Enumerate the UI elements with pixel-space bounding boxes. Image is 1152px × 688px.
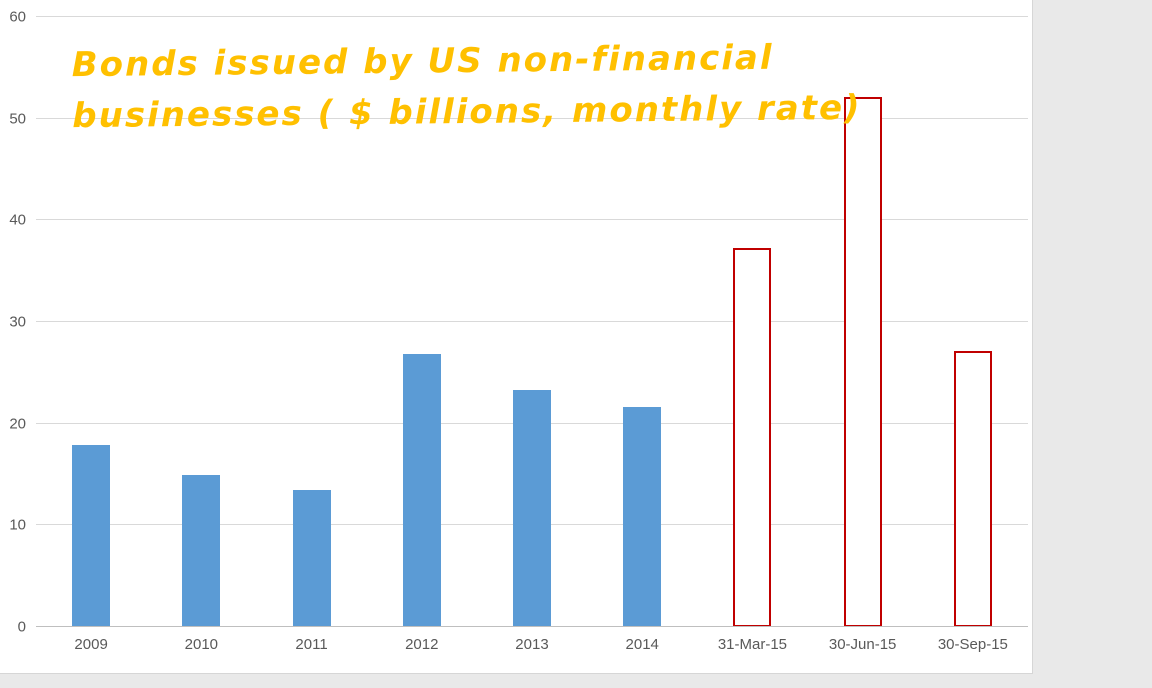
bar-2014[interactable] xyxy=(623,407,662,627)
x-axis-label: 30-Sep-15 xyxy=(937,636,1008,653)
x-axis-label: 2014 xyxy=(625,636,659,653)
y-tick-label: 40 xyxy=(9,211,26,229)
x-axis-label: 2012 xyxy=(405,636,439,653)
bar-2011[interactable] xyxy=(292,489,331,627)
bar-30-Jun-15[interactable] xyxy=(843,97,882,627)
bar-2010[interactable] xyxy=(182,474,221,627)
bar-slot xyxy=(256,17,366,627)
x-axis-label: 2011 xyxy=(295,636,328,653)
gridline xyxy=(36,321,1028,322)
x-axis-label: 30-Jun-15 xyxy=(828,636,897,653)
bar-slot xyxy=(477,17,587,627)
bar-31-Mar-15[interactable] xyxy=(733,247,772,627)
bar-slot xyxy=(146,17,256,627)
bar-2012[interactable] xyxy=(402,353,441,627)
bar-slot xyxy=(918,17,1028,627)
x-axis-label: 2010 xyxy=(184,636,219,653)
plot-area xyxy=(36,16,1028,627)
bar-slot xyxy=(697,17,807,627)
y-tick-label: 10 xyxy=(9,516,26,534)
y-axis: 0 10 20 30 40 50 60 xyxy=(0,10,30,635)
bar-slot xyxy=(808,17,918,627)
bar-2009[interactable] xyxy=(72,445,111,627)
bar-slot xyxy=(367,17,477,627)
bar-slot xyxy=(587,17,697,627)
gridline xyxy=(36,16,1028,17)
x-axis: 2009 2010 2011 2012 2013 2014 31-Mar-15 30-Jun-… xyxy=(36,636,1028,653)
x-axis-line xyxy=(36,626,1028,627)
y-tick-label: 0 xyxy=(17,618,26,636)
x-axis-label: 2013 xyxy=(515,636,549,653)
bars-layer xyxy=(36,17,1028,627)
x-axis-label: 2009 xyxy=(74,636,108,653)
bar-30-Sep-15[interactable] xyxy=(953,351,992,627)
bar-2013[interactable] xyxy=(512,390,551,627)
x-axis-label: 31-Mar-15 xyxy=(717,636,788,653)
y-tick-label: 50 xyxy=(9,110,26,128)
y-tick-label: 30 xyxy=(9,313,26,331)
bar-slot xyxy=(36,17,146,627)
gridline xyxy=(36,117,1028,119)
gridline xyxy=(36,219,1028,221)
y-tick-label: 20 xyxy=(9,415,26,433)
chart-canvas[interactable]: 0 10 20 30 40 50 60 2009 2010 2011 2012 2013 2014 31… xyxy=(0,0,1033,674)
y-tick-label: 60 xyxy=(9,8,26,26)
